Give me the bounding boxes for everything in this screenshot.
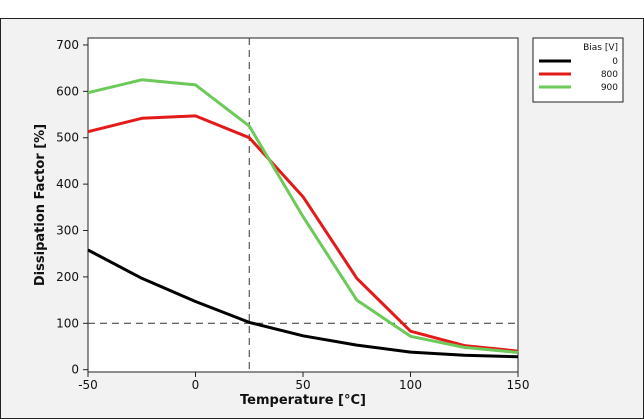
y-axis-title: Dissipation Factor [%] xyxy=(33,124,48,286)
y-tick-label: 500 xyxy=(56,131,79,145)
series-lines xyxy=(87,78,519,359)
legend-label-0: 0 xyxy=(612,57,618,67)
series-line-900 xyxy=(87,78,519,354)
plot-area xyxy=(87,37,519,373)
x-axis-title: Temperature [°C] xyxy=(240,393,366,408)
x-tick-label: 100 xyxy=(399,378,422,392)
reference-lines xyxy=(88,38,518,372)
x-tick-label: 150 xyxy=(507,378,530,392)
legend-title: Bias [V] xyxy=(583,43,618,53)
legend-box xyxy=(532,37,624,103)
legend: Bias [V] 0 800 900 xyxy=(532,37,624,103)
y-tick-label: 300 xyxy=(56,224,79,238)
y-tick-label: 400 xyxy=(56,177,79,191)
legend-label-800: 800 xyxy=(601,70,618,80)
series-line-800 xyxy=(87,114,519,353)
y-tick-label: 100 xyxy=(56,316,79,330)
y-tick-label: 0 xyxy=(71,363,79,377)
x-tick-label: 50 xyxy=(295,378,310,392)
x-tick-label: 0 xyxy=(192,378,200,392)
series-line-0 xyxy=(87,248,519,359)
top-band xyxy=(0,0,644,19)
x-axis-ticks: -50 0 50 100 150 xyxy=(78,372,529,392)
y-tick-label: 200 xyxy=(56,270,79,284)
y-tick-label: 700 xyxy=(56,38,79,52)
legend-label-900: 900 xyxy=(601,83,618,93)
y-axis-ticks: 0 100 200 300 400 500 600 700 xyxy=(56,38,88,377)
x-tick-label: -50 xyxy=(78,378,98,392)
y-tick-label: 600 xyxy=(56,84,79,98)
